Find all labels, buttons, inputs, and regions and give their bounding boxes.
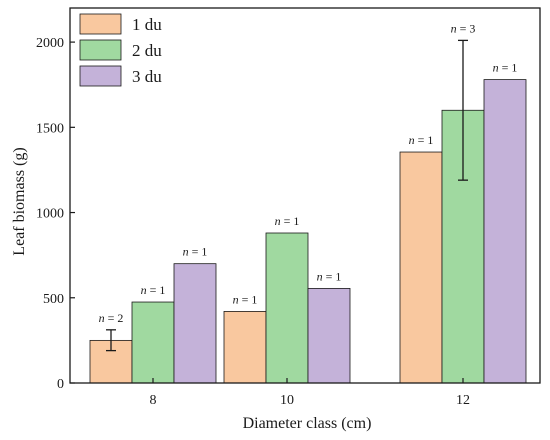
legend-swatch [79,13,122,35]
x-axis: 8 10 12 [150,378,470,408]
sample-size-label: n = 1 [141,283,166,297]
x-tick-label: 12 [456,393,470,408]
legend-label: 3 du [132,67,162,86]
x-axis-title: Diameter class (cm) [243,415,372,432]
bar-2-10 [265,232,309,384]
sample-size-label: n = 3 [451,21,476,35]
x-tick-label: 8 [150,393,157,408]
sample-size-label: n = 2 [99,311,124,325]
sample-size-label: n = 1 [275,214,300,228]
y-tick-label: 1000 [36,207,64,222]
n-labels-layer: n = 2 n = 1 n = 1 n = 1 n = 1 n = 3 n = 1 n = 1… [99,21,518,324]
sample-size-label: n = 1 [183,245,208,259]
legend-swatch [79,65,122,87]
legend-swatch [79,39,122,61]
y-axis: 0 500 1000 1500 2000 [36,36,75,392]
y-tick-label: 500 [43,292,64,307]
sample-size-label: n = 1 [317,269,342,283]
y-tick-label: 1500 [36,121,64,136]
y-tick-label: 0 [57,377,64,392]
legend-label: 1 du [132,15,162,34]
legend: 1 du 2 du 3 du [79,13,162,87]
bar-3-10 [307,287,351,384]
bar-2-8 [131,301,175,384]
bars-layer [89,79,527,384]
bar-1-12 [399,151,443,384]
plot-frame [69,7,541,384]
bar-3-8 [173,263,217,384]
sample-size-label: n = 1 [409,133,434,147]
bar-3-12 [483,79,527,384]
error-bar [458,39,468,181]
bar-1-10 [223,311,267,384]
error-bars-layer [106,39,468,352]
y-tick-label: 2000 [36,36,64,51]
y-axis-title: Leaf biomass (g) [11,147,28,255]
error-bar [106,329,116,352]
sample-size-label: n = 1 [493,61,518,75]
x-tick-label: 10 [280,393,294,408]
legend-label: 2 du [132,41,162,60]
sample-size-label: n = 1 [233,292,258,306]
